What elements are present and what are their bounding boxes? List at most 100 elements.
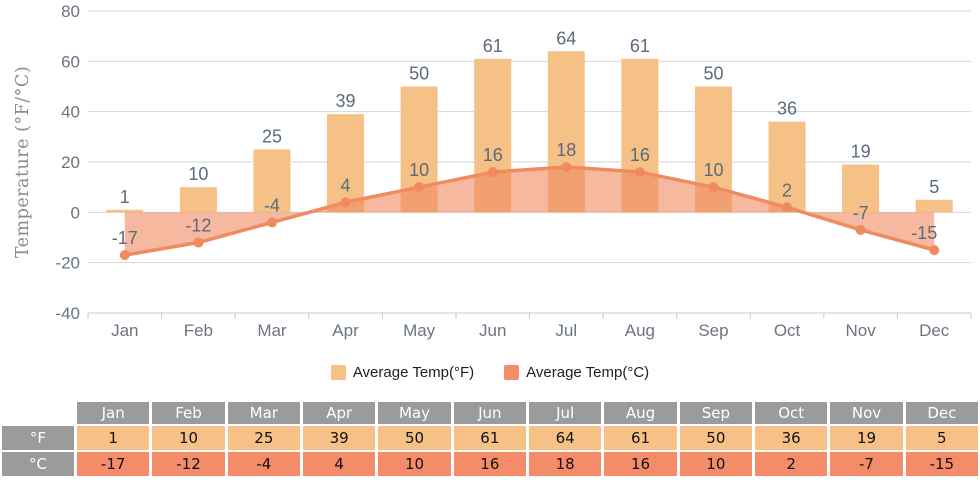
table-cell-f: 64 — [529, 426, 602, 450]
svg-text:16: 16 — [483, 145, 503, 165]
temperature-table: Jan Feb Mar Apr May Jun Jul Aug Sep Oct Nov Dec °F 1 1… — [2, 402, 978, 476]
legend-item-average-temp-c[interactable]: Average Temp(°C) — [504, 364, 649, 381]
legend-label: Average Temp(°C) — [526, 364, 650, 381]
temperature-combo-chart: 80 60 40 20 0 -20 -40 Temperature (°F/°C) 1 10 25 3… — [13, 2, 972, 340]
svg-text:80: 80 — [61, 2, 80, 21]
table-month-header: Feb — [152, 402, 225, 424]
table-cell-f: 10 — [152, 426, 225, 450]
table-cell-f: 61 — [453, 426, 526, 450]
svg-text:-7: -7 — [853, 203, 869, 223]
table-cell-f: 25 — [227, 426, 300, 450]
table-cell-f: 50 — [378, 426, 451, 450]
table-month-header: Nov — [830, 402, 903, 424]
table-cell-c: 10 — [679, 452, 752, 476]
table-cell-c: 16 — [453, 452, 526, 476]
table-cell-f: 36 — [755, 426, 828, 450]
table-corner-cell — [2, 402, 74, 424]
svg-text:10: 10 — [188, 164, 208, 184]
svg-text:40: 40 — [61, 103, 80, 122]
svg-text:Jan: Jan — [111, 321, 138, 340]
table-cell-f: 50 — [679, 426, 752, 450]
table-cell-c: 4 — [303, 452, 376, 476]
svg-text:5: 5 — [929, 177, 939, 197]
svg-text:0: 0 — [71, 203, 80, 222]
svg-text:Dec: Dec — [919, 321, 950, 340]
svg-text:Apr: Apr — [332, 321, 359, 340]
x-axis — [87, 312, 972, 319]
table-cell-c: -7 — [830, 452, 903, 476]
svg-text:-17: -17 — [112, 228, 138, 248]
y-axis-title: Temperature (°F/°C) — [13, 66, 33, 258]
svg-text:-12: -12 — [185, 216, 211, 236]
table-cell-c: 2 — [755, 452, 828, 476]
table-row-label-c: °C — [2, 452, 74, 476]
svg-text:Aug: Aug — [625, 321, 655, 340]
svg-text:10: 10 — [409, 160, 429, 180]
table-month-header: Apr — [303, 402, 376, 424]
bars-average-temp-f — [106, 51, 953, 213]
table-month-header: Jan — [77, 402, 150, 424]
svg-text:Jul: Jul — [555, 321, 577, 340]
svg-text:Mar: Mar — [257, 321, 287, 340]
x-axis-labels: Jan Feb Mar Apr May Jun Jul Aug Sep Oct Nov Dec — [111, 321, 950, 340]
svg-text:Oct: Oct — [774, 321, 801, 340]
table-cell-c: -17 — [77, 452, 150, 476]
svg-text:Sep: Sep — [698, 321, 728, 340]
table-month-header: Sep — [679, 402, 752, 424]
table-month-header: Oct — [755, 402, 828, 424]
svg-text:1: 1 — [120, 187, 130, 207]
svg-text:61: 61 — [483, 36, 503, 56]
table-cell-c: 16 — [604, 452, 677, 476]
svg-text:May: May — [403, 321, 436, 340]
svg-text:36: 36 — [777, 99, 797, 119]
table-cell-c: -12 — [152, 452, 225, 476]
legend-label: Average Temp(°F) — [352, 364, 475, 381]
svg-text:25: 25 — [262, 126, 282, 146]
table-cell-f: 61 — [604, 426, 677, 450]
bar-value-labels: 1 10 25 39 50 61 64 61 50 36 19 5 — [120, 28, 939, 207]
svg-text:20: 20 — [61, 153, 80, 172]
y-gridlines — [88, 10, 971, 314]
svg-text:61: 61 — [630, 36, 650, 56]
y-axis-tick-labels: 80 60 40 20 0 -20 -40 — [55, 2, 80, 323]
line-value-labels: -17 -12 -4 4 10 16 18 16 10 2 -7 -15 — [112, 140, 937, 248]
table-month-header: Dec — [905, 402, 978, 424]
svg-text:-40: -40 — [55, 304, 80, 323]
svg-text:4: 4 — [341, 175, 351, 195]
table-month-header: Jun — [453, 402, 526, 424]
svg-text:18: 18 — [556, 140, 576, 160]
svg-text:2: 2 — [782, 180, 792, 200]
svg-text:19: 19 — [851, 142, 871, 162]
legend-swatch-icon — [504, 365, 520, 380]
svg-text:-20: -20 — [55, 254, 80, 273]
svg-text:Jun: Jun — [479, 321, 506, 340]
table-month-header: May — [378, 402, 451, 424]
table-cell-c: -15 — [905, 452, 978, 476]
table-cell-f: 39 — [303, 426, 376, 450]
svg-text:64: 64 — [556, 28, 576, 48]
svg-text:16: 16 — [630, 145, 650, 165]
table-cell-c: -4 — [227, 452, 300, 476]
table-cell-c: 10 — [378, 452, 451, 476]
svg-text:Feb: Feb — [184, 321, 213, 340]
table-cell-f: 1 — [77, 426, 150, 450]
table-cell-f: 19 — [830, 426, 903, 450]
svg-text:-4: -4 — [264, 195, 280, 215]
svg-text:10: 10 — [703, 160, 723, 180]
area-average-temp-c — [124, 167, 935, 256]
table-month-header: Mar — [227, 402, 300, 424]
svg-text:50: 50 — [409, 64, 429, 84]
svg-text:60: 60 — [61, 52, 80, 71]
line-average-temp-c — [123, 165, 936, 257]
svg-text:Nov: Nov — [846, 321, 877, 340]
table-row-label-f: °F — [2, 426, 74, 450]
table-month-header: Jul — [529, 402, 602, 424]
chart-legend: Average Temp(°F) Average Temp(°C) — [0, 364, 980, 381]
svg-text:39: 39 — [336, 91, 356, 111]
line-point-markers — [119, 162, 940, 261]
legend-item-average-temp-f[interactable]: Average Temp(°F) — [330, 364, 475, 381]
table-cell-c: 18 — [529, 452, 602, 476]
table-cell-f: 5 — [905, 426, 978, 450]
